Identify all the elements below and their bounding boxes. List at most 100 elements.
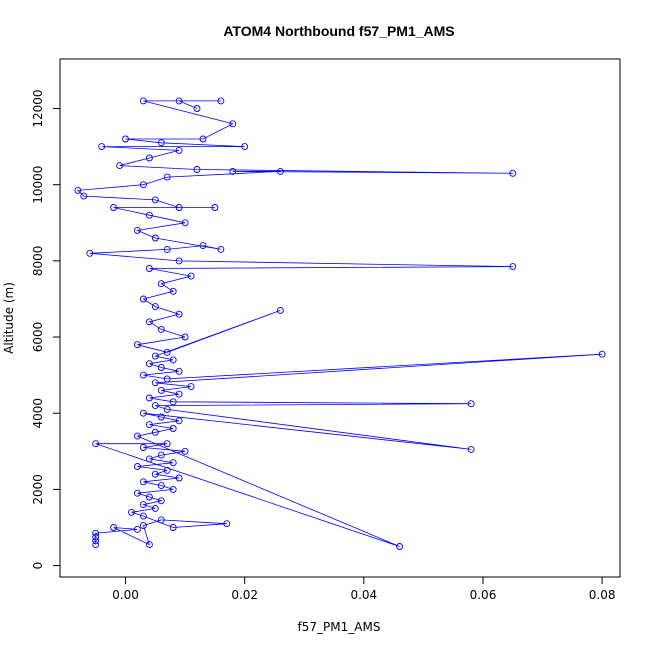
data-point xyxy=(151,504,159,512)
data-point xyxy=(151,303,159,311)
data-point xyxy=(145,394,153,402)
data-point xyxy=(229,120,237,128)
data-point xyxy=(74,186,82,194)
data-point xyxy=(151,379,159,387)
data-point xyxy=(175,146,183,154)
series-lines xyxy=(76,100,603,547)
data-point xyxy=(157,497,165,505)
data-point xyxy=(133,525,141,533)
data-point xyxy=(139,522,147,530)
data-point xyxy=(169,356,177,364)
data-point xyxy=(110,204,118,211)
data-point xyxy=(139,512,147,520)
data-point xyxy=(169,425,177,432)
data-point xyxy=(139,97,147,105)
data-point xyxy=(157,451,165,459)
data-point xyxy=(396,543,404,550)
data-point xyxy=(98,143,106,151)
data-point xyxy=(145,211,153,219)
data-point xyxy=(139,409,147,417)
data-point xyxy=(276,306,284,314)
data-point xyxy=(509,263,517,271)
data-point xyxy=(276,167,284,175)
data-point xyxy=(199,135,207,143)
data-point xyxy=(163,173,171,181)
data-point xyxy=(169,459,177,467)
y-tick-label: 4000 xyxy=(31,398,45,429)
data-point xyxy=(169,287,177,295)
y-tick-label: 12000 xyxy=(31,89,45,127)
data-point xyxy=(151,352,159,360)
data-point xyxy=(128,508,135,516)
x-axis-label: f57_PM1_AMS xyxy=(298,620,381,634)
data-point xyxy=(157,482,165,490)
data-point xyxy=(157,386,165,394)
data-point xyxy=(169,485,177,493)
data-point xyxy=(467,445,475,453)
y-tick-label: 8000 xyxy=(31,246,45,277)
y-axis: 0 2000 4000 6000 8000 10000 12000 xyxy=(31,89,61,569)
x-axis: 0.00 0.02 0.04 0.06 0.08 xyxy=(112,576,616,602)
data-point xyxy=(133,432,141,440)
x-tick-label: 0.08 xyxy=(589,588,616,602)
data-point xyxy=(211,204,219,211)
data-point xyxy=(145,421,153,429)
data-point xyxy=(157,139,165,147)
data-point xyxy=(223,520,231,528)
data-point xyxy=(187,272,195,280)
x-tick-label: 0.02 xyxy=(231,588,258,602)
data-point xyxy=(133,226,141,234)
y-tick-label: 6000 xyxy=(31,322,45,353)
data-point xyxy=(86,249,94,257)
data-point xyxy=(145,455,153,463)
data-point xyxy=(181,447,189,455)
data-point xyxy=(145,541,153,549)
data-point xyxy=(139,501,147,509)
data-point xyxy=(598,350,606,358)
x-tick-label: 0.00 xyxy=(112,588,139,602)
data-point xyxy=(151,470,159,478)
data-point xyxy=(92,533,100,541)
chart-title: ATOM4 Northbound f57_PM1_AMS xyxy=(223,23,454,39)
data-point xyxy=(193,105,201,112)
data-point xyxy=(169,524,177,531)
data-point xyxy=(157,280,165,288)
data-point xyxy=(175,257,183,265)
data-point xyxy=(175,97,183,105)
x-tick-label: 0.06 xyxy=(470,588,497,602)
data-point xyxy=(92,440,100,448)
data-point xyxy=(163,245,171,253)
data-point xyxy=(169,398,177,406)
data-point xyxy=(145,265,153,272)
data-point xyxy=(139,444,147,451)
data-point xyxy=(509,169,517,177)
data-point xyxy=(133,463,141,470)
data-point xyxy=(181,333,189,341)
y-tick-label: 10000 xyxy=(31,166,45,204)
data-point xyxy=(241,143,249,151)
data-point xyxy=(217,245,225,253)
data-point xyxy=(133,341,141,349)
data-point xyxy=(92,537,100,545)
data-point xyxy=(163,375,171,383)
data-point xyxy=(145,360,153,368)
data-point xyxy=(139,371,147,379)
data-point xyxy=(157,325,165,333)
y-tick-label: 2000 xyxy=(31,474,45,505)
data-point xyxy=(175,310,183,318)
data-point xyxy=(139,478,147,486)
data-point xyxy=(187,383,195,391)
data-point xyxy=(145,493,153,501)
data-point xyxy=(175,204,183,211)
data-point xyxy=(145,318,153,326)
data-point xyxy=(122,135,129,143)
data-point xyxy=(193,166,201,173)
data-point xyxy=(139,295,147,303)
data-point xyxy=(110,524,118,531)
data-point xyxy=(163,405,171,413)
data-point xyxy=(151,196,159,204)
data-point xyxy=(175,474,183,482)
data-point xyxy=(163,440,171,448)
data-point xyxy=(229,167,237,175)
